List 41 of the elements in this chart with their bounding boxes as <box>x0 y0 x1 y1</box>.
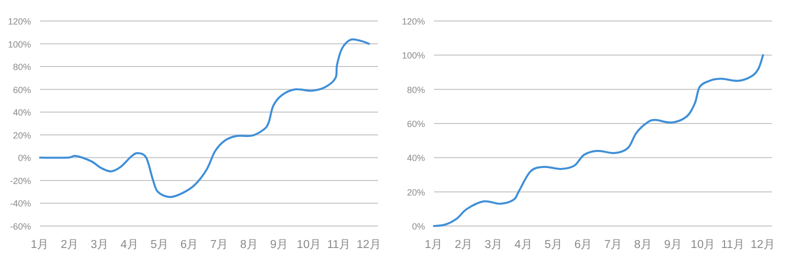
x-tick-label: 1月 <box>30 238 50 251</box>
x-tick-label: 1月 <box>424 238 444 251</box>
y-tick-label: 20% <box>406 187 425 198</box>
x-tick-label: 9月 <box>270 238 288 251</box>
x-tick-label: 9月 <box>664 238 682 251</box>
x-tick-label: 10月 <box>690 238 716 251</box>
y-tick-label: 120% <box>402 16 425 26</box>
x-tick-label: 10月 <box>296 238 322 251</box>
x-tick-label: 2月 <box>454 238 474 251</box>
y-tick-label: -20% <box>10 176 31 186</box>
y-tick-label: 120% <box>8 16 31 26</box>
x-tick-label: 12月 <box>750 238 776 251</box>
y-tick-label: 100% <box>402 50 425 61</box>
x-tick-label: 6月 <box>180 238 199 251</box>
y-tick-label: -40% <box>10 198 31 209</box>
y-tick-label: 100% <box>8 39 31 50</box>
x-tick-label: 5月 <box>150 238 169 251</box>
x-tick-label: 11月 <box>721 238 746 251</box>
y-tick-label: 80% <box>406 84 425 95</box>
x-tick-label: 11月 <box>327 238 352 251</box>
y-tick-label: 0% <box>18 153 31 164</box>
y-tick-label: 40% <box>12 108 31 118</box>
x-tick-label: 8月 <box>634 238 653 251</box>
x-tick-label: 2月 <box>60 238 80 251</box>
y-tick-label: 20% <box>12 130 31 140</box>
x-tick-label: 5月 <box>544 238 563 251</box>
y-tick-label: 0% <box>412 222 425 232</box>
y-tick-label: -60% <box>10 222 31 232</box>
x-tick-label: 7月 <box>210 238 229 251</box>
y-tick-label: 80% <box>12 62 31 72</box>
y-tick-label: 60% <box>12 84 31 95</box>
x-tick-label: 6月 <box>574 238 593 251</box>
x-tick-label: 4月 <box>514 238 533 251</box>
x-tick-label: 3月 <box>484 238 504 251</box>
y-tick-label: 40% <box>406 153 425 164</box>
x-tick-label: 7月 <box>604 238 623 251</box>
x-tick-label: 3月 <box>90 238 110 251</box>
x-tick-label: 4月 <box>120 238 139 251</box>
x-tick-label: 12月 <box>356 238 382 251</box>
x-tick-label: 8月 <box>240 238 259 251</box>
y-tick-label: 60% <box>406 119 425 129</box>
